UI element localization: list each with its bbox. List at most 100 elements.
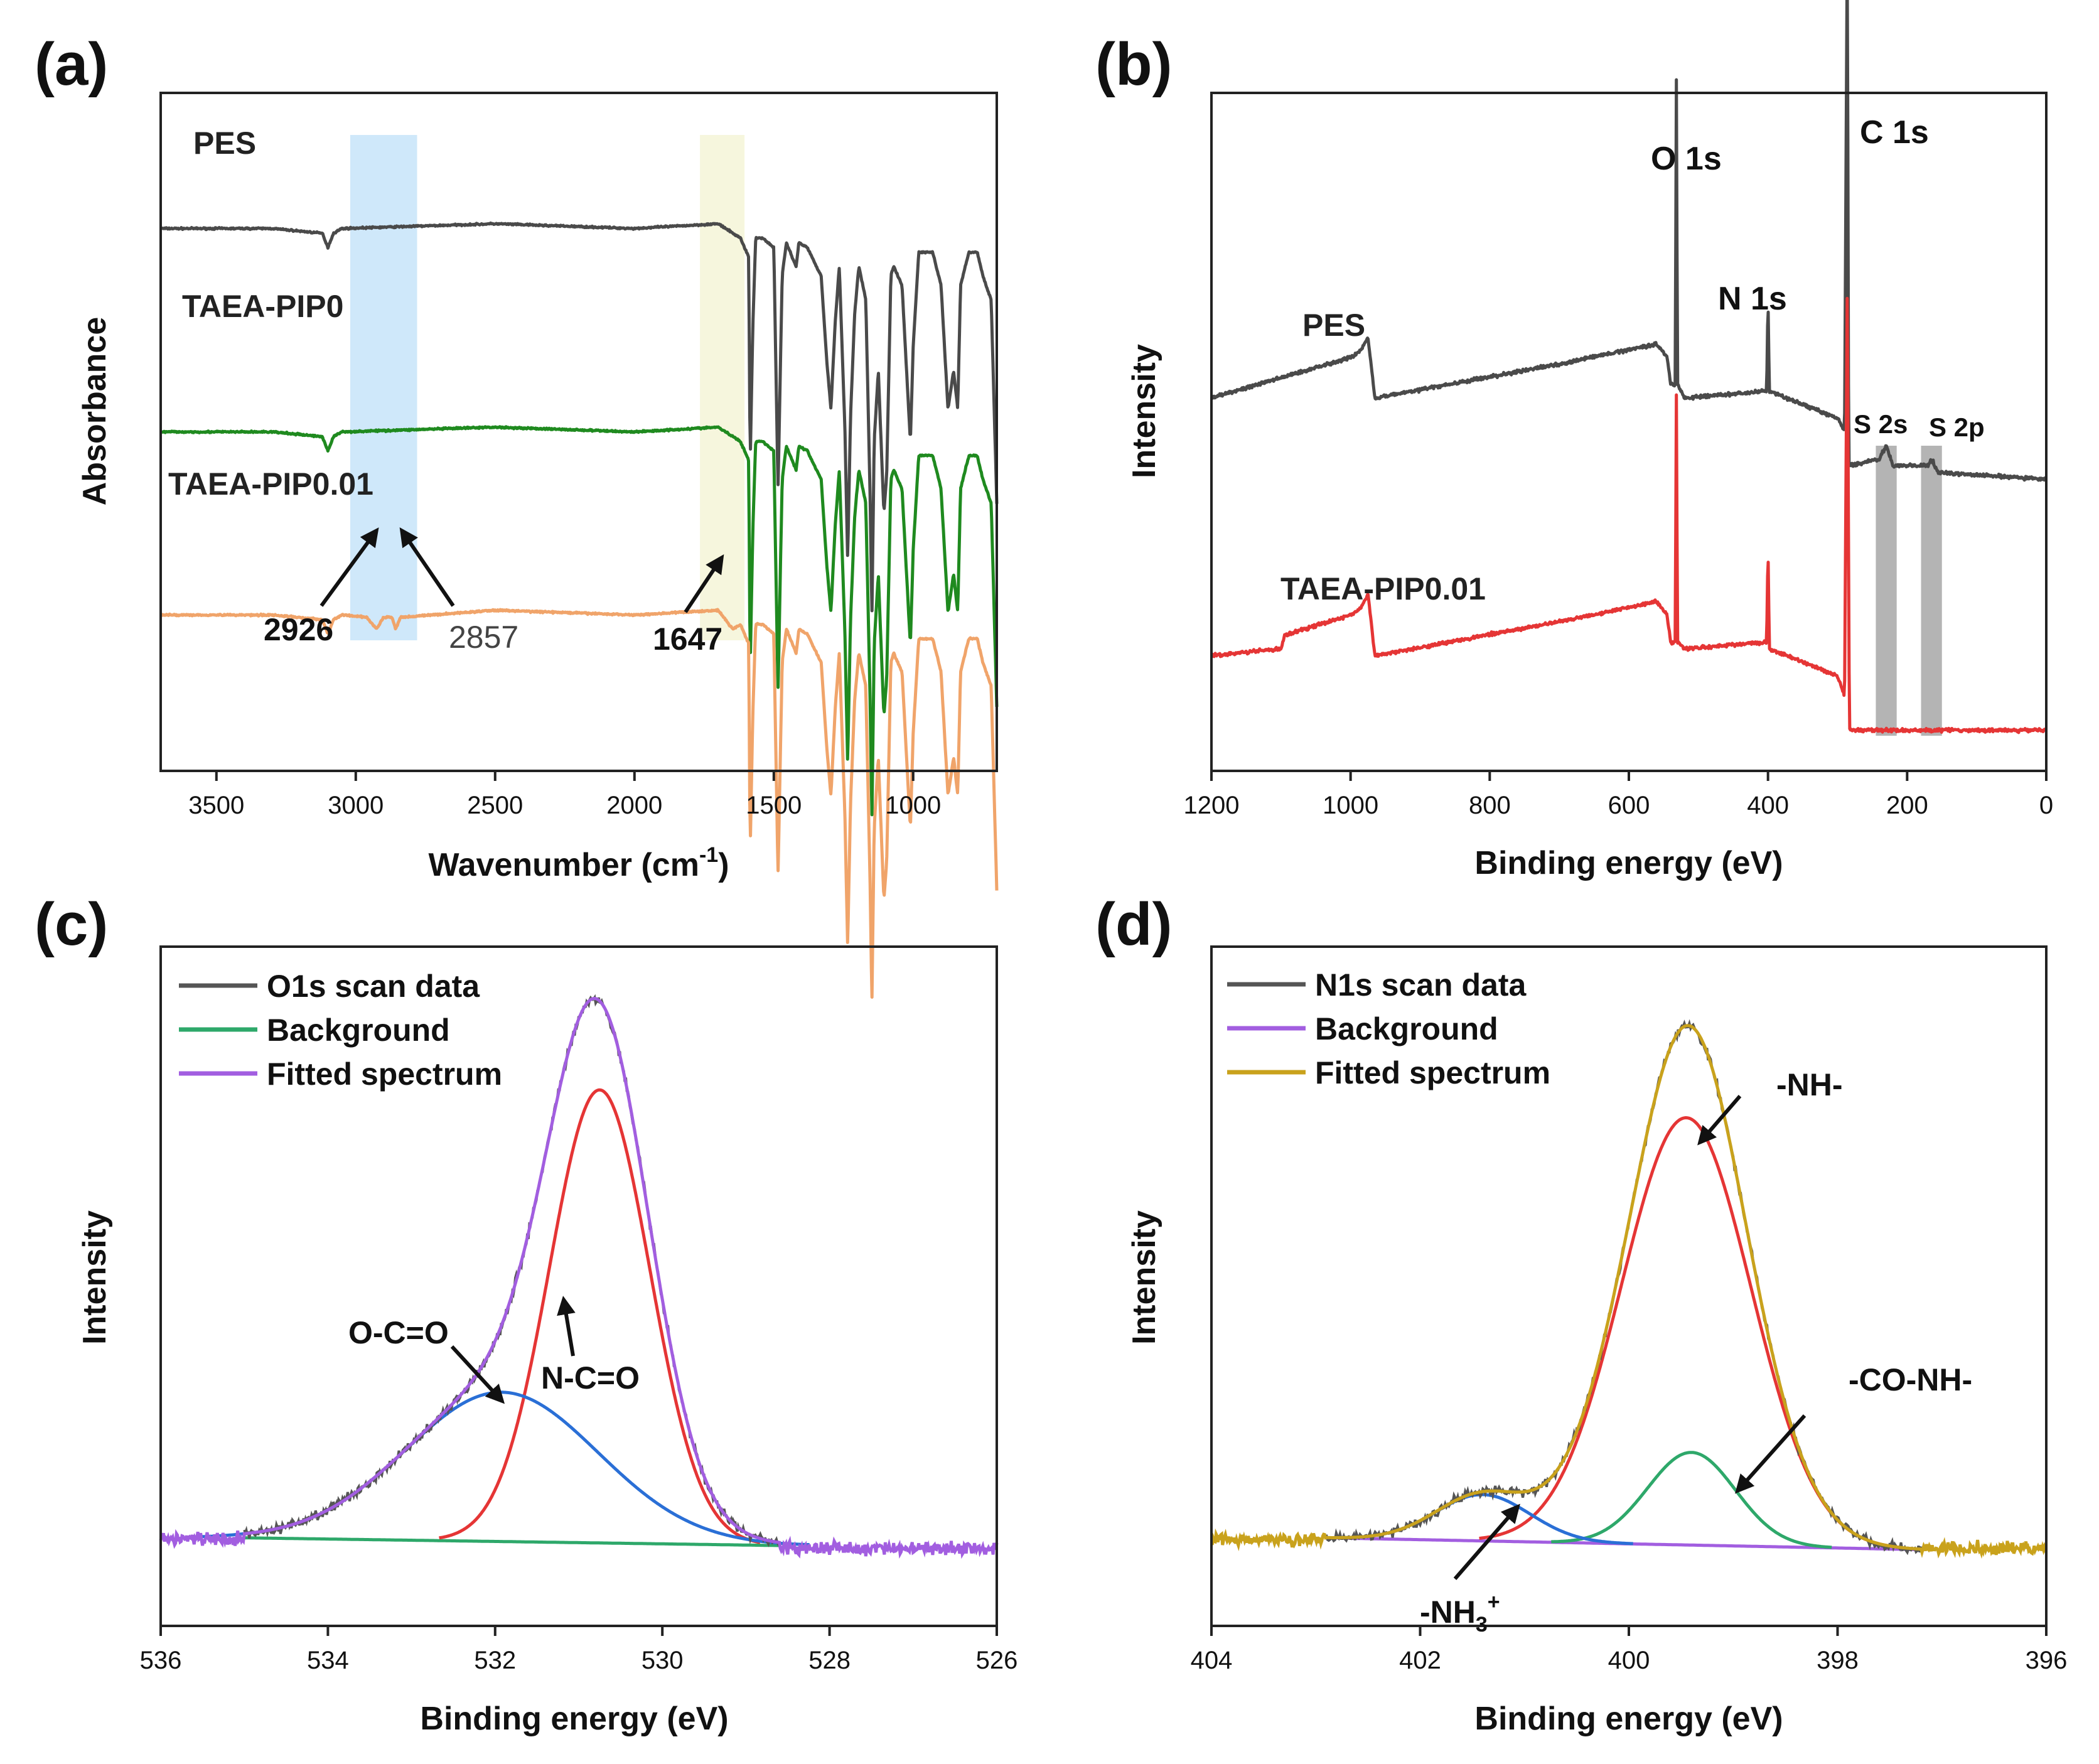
- y-axis-label: Absorbance: [77, 317, 113, 506]
- legend-text-data: O1s scan data: [267, 969, 480, 1004]
- highlight-band: [1921, 446, 1942, 736]
- peak-label-o1s: O 1s: [1651, 141, 1722, 177]
- component-label-ncoo: N-C=O: [541, 1360, 640, 1396]
- legend-text-fit: Fitted spectrum: [1315, 1055, 1550, 1090]
- x-axis-ticks: 1200 1000 800 600 400 200 0: [1184, 771, 2053, 819]
- peak-label-s2p: S 2p: [1929, 412, 1985, 442]
- panel-label-d: (d): [1095, 891, 1173, 958]
- nh3-sub: 3: [1476, 1613, 1488, 1637]
- series-line-taea-pip0-01: [1210, 296, 2048, 734]
- x-axis-ticks: 404 402 400 398 396: [1191, 1626, 2068, 1674]
- y-axis-label: Intensity: [1126, 344, 1162, 478]
- x-tick-label: 400: [1747, 792, 1789, 819]
- plot-frame: [1210, 945, 2048, 1627]
- x-tick-label: 400: [1608, 1647, 1650, 1674]
- legend-text-background: Background: [1315, 1011, 1498, 1046]
- x-tick-label: 402: [1399, 1647, 1441, 1674]
- x-tick-label: 396: [2026, 1647, 2068, 1674]
- legend-text-fit: Fitted spectrum: [267, 1057, 502, 1092]
- plot-frame: [159, 945, 998, 1627]
- peak-label-c1s: C 1s: [1860, 114, 1929, 151]
- panel-label-a: (a): [35, 31, 108, 98]
- annot-2926: 2926: [264, 612, 333, 647]
- series-line-taea-pip0: [159, 425, 999, 817]
- series-label-taea-pip0-01: TAEA-PIP0.01: [168, 466, 373, 502]
- panel-b-xps-survey: (b) 1200 1000 800 600 400 200 0 Intensity Bind…: [1095, 0, 2053, 881]
- x-tick-label: 600: [1608, 792, 1650, 819]
- nh3-prefix: -NH: [1420, 1595, 1476, 1630]
- x-label-sup: -1: [699, 843, 718, 867]
- nh3-sup: +: [1488, 1590, 1500, 1614]
- x-tick-label: 398: [1817, 1647, 1859, 1674]
- legend: O1s scan data Background Fitted spectrum: [179, 969, 502, 1092]
- x-label-main: Wavenumber (cm: [428, 847, 699, 883]
- background-line: [244, 1536, 780, 1547]
- x-tick-label: 1000: [885, 792, 941, 819]
- legend-text-data: N1s scan data: [1315, 967, 1527, 1003]
- x-tick-label: 536: [140, 1647, 182, 1674]
- arrow-ncoo: [557, 1296, 576, 1357]
- panel-a-ftir: (a) 3500 3000 2500 2000 1500 1000 Absorbance …: [35, 31, 999, 999]
- arrow-ocoo: [450, 1345, 505, 1404]
- panel-c-o1s: (c) 536 534 532 530 528 526 Intensity Binding…: [35, 891, 1017, 1737]
- component-label-conh: -CO-NH-: [1849, 1362, 1972, 1397]
- component-peak-1: [1551, 1451, 1832, 1549]
- highlight-band: [1876, 446, 1897, 736]
- x-tick-label: 530: [642, 1647, 684, 1674]
- highlight-band: [350, 135, 417, 640]
- x-tick-label: 0: [2039, 792, 2053, 819]
- x-label-tail: ): [718, 847, 729, 883]
- x-tick-label: 404: [1191, 1647, 1233, 1674]
- panel-label-c: (c): [35, 891, 108, 958]
- x-axis-label: Binding energy (eV): [1474, 845, 1783, 881]
- component-label-ocoo: O-C=O: [348, 1315, 449, 1350]
- peak-label-n1s: N 1s: [1718, 281, 1787, 317]
- arrow-conh: [1735, 1414, 1806, 1494]
- x-tick-label: 532: [474, 1647, 516, 1674]
- annot-1647: 1647: [653, 621, 722, 657]
- x-axis-label: Binding energy (eV): [1474, 1701, 1783, 1737]
- highlight-band: [700, 135, 745, 640]
- component-peak-1: [194, 1390, 810, 1547]
- x-tick-label: 3500: [188, 792, 244, 819]
- series-label-pes: PES: [193, 126, 256, 161]
- series-line-pes: [1210, 0, 2048, 482]
- panel-label-b: (b): [1095, 31, 1173, 98]
- peak-annotations: 2926 2857 1647: [264, 527, 724, 657]
- x-tick-label: 2500: [467, 792, 523, 819]
- arrow-nh: [1697, 1095, 1742, 1146]
- arrow-2857: [399, 527, 455, 607]
- x-axis-label: Binding energy (eV): [420, 1701, 728, 1737]
- series-label-pes: PES: [1302, 308, 1365, 343]
- series-label-taea-pip0-01: TAEA-PIP0.01: [1280, 571, 1486, 606]
- x-tick-label: 526: [976, 1647, 1018, 1674]
- plot-frame: [159, 92, 998, 772]
- x-tick-label: 1000: [1323, 792, 1378, 819]
- y-axis-label: Intensity: [77, 1210, 113, 1345]
- x-axis-label: Wavenumber (cm-1): [428, 843, 729, 883]
- highlight-bands: [1876, 446, 1942, 736]
- annot-2857: 2857: [449, 620, 518, 655]
- x-tick-label: 534: [307, 1647, 349, 1674]
- x-axis-ticks: 3500 3000 2500 2000 1500 1000: [188, 771, 941, 819]
- spectra: [1210, 0, 2048, 734]
- x-tick-label: 1500: [746, 792, 802, 819]
- fit-curves: [1211, 1019, 2048, 1559]
- spectra: [159, 221, 999, 999]
- x-tick-label: 528: [808, 1647, 851, 1674]
- series-line-taea-pip0-01: [159, 608, 999, 999]
- arrow-nh3: [1453, 1503, 1520, 1580]
- legend: N1s scan data Background Fitted spectrum: [1227, 967, 1550, 1090]
- component-label-nh3: -NH3+: [1420, 1590, 1500, 1637]
- component-label-nh: -NH-: [1776, 1067, 1843, 1102]
- x-tick-label: 200: [1886, 792, 1928, 819]
- scan-data-line: [1324, 1019, 1923, 1556]
- highlight-bands: [350, 135, 745, 640]
- component-peak-0: [439, 1088, 761, 1544]
- x-tick-label: 3000: [328, 792, 384, 819]
- legend-text-background: Background: [267, 1013, 450, 1048]
- component-peak-0: [1479, 1116, 1894, 1549]
- x-axis-ticks: 536 534 532 530 528 526: [140, 1626, 1018, 1674]
- fitted-spectrum-line: [159, 996, 999, 1559]
